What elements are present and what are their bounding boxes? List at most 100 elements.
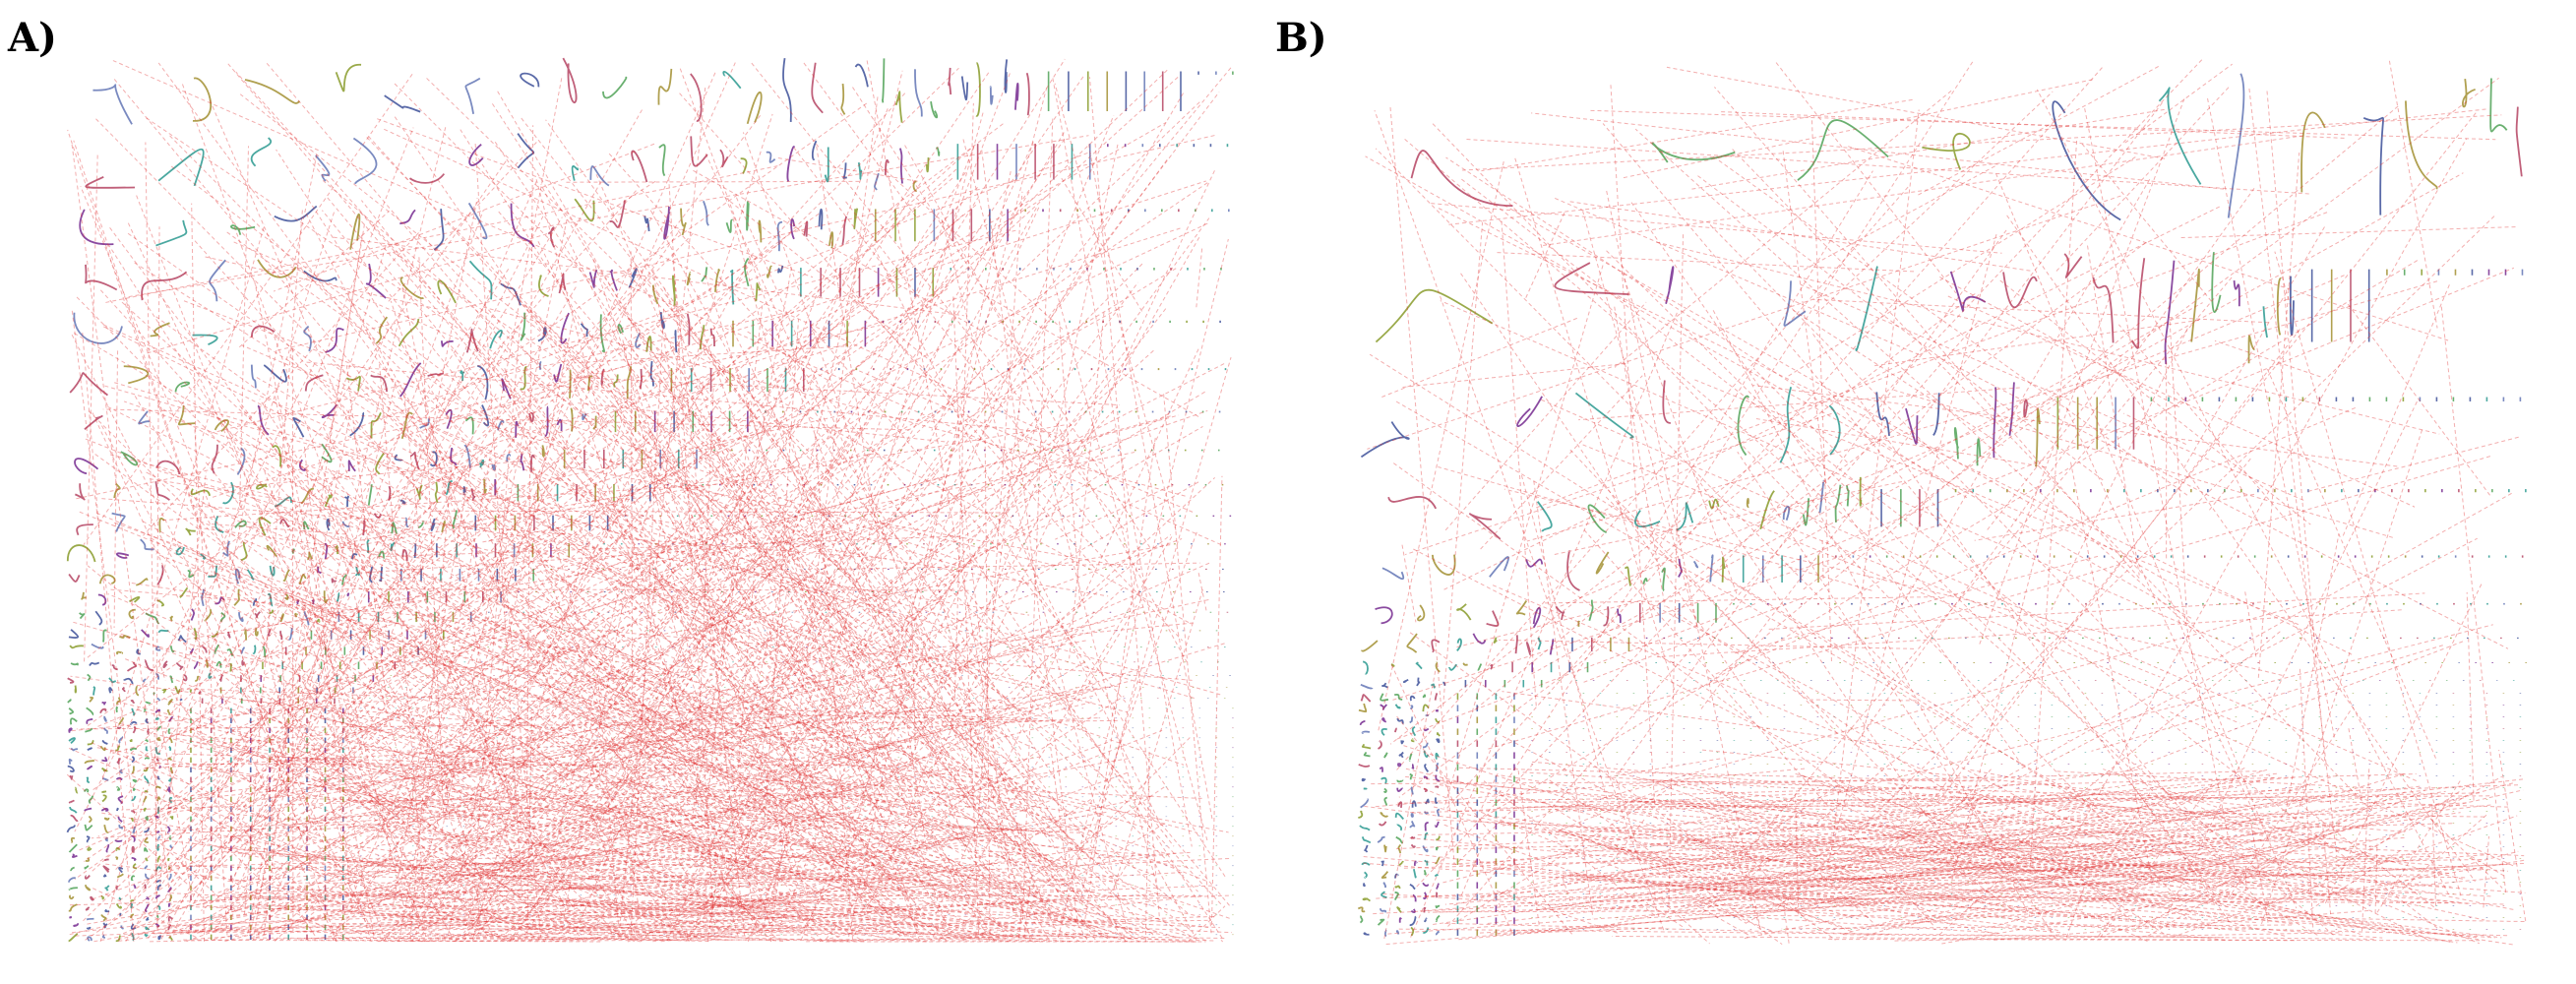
curve: [155, 460, 181, 475]
curve: [120, 925, 124, 930]
curve: [558, 273, 567, 294]
curve: [935, 147, 941, 156]
curve: [145, 612, 159, 625]
curve: [244, 79, 301, 104]
curve: [547, 226, 555, 248]
curve: [144, 659, 154, 671]
curve: [132, 826, 136, 833]
curve: [190, 488, 211, 497]
curve: [117, 795, 124, 805]
curve: [560, 312, 570, 344]
curve: [218, 674, 223, 682]
curve: [123, 677, 134, 685]
curve: [169, 767, 174, 774]
curve: [192, 77, 213, 122]
curve: [517, 133, 535, 169]
curve: [154, 894, 160, 899]
curve: [366, 539, 370, 554]
curve: [114, 839, 123, 843]
curve: [367, 484, 373, 506]
curve: [157, 148, 205, 187]
curve: [419, 418, 430, 429]
curve: [686, 313, 691, 345]
curve: [241, 659, 245, 666]
link-line: [931, 67, 1232, 431]
curve: [298, 574, 307, 585]
link-line: [608, 933, 863, 943]
curve: [427, 372, 445, 377]
curve: [434, 481, 439, 504]
curve: [144, 827, 151, 833]
curve: [177, 405, 196, 426]
curve: [331, 578, 337, 584]
curve: [156, 796, 161, 802]
curve: [84, 824, 93, 831]
link-line: [150, 537, 319, 646]
curve: [105, 844, 110, 853]
curve: [141, 271, 188, 301]
curve: [362, 520, 366, 536]
curve: [450, 447, 458, 466]
curve: [132, 725, 137, 734]
curve: [399, 499, 406, 505]
curve: [287, 627, 293, 641]
curve: [70, 662, 79, 666]
curve: [378, 550, 385, 560]
curve: [1859, 476, 1863, 507]
link-line: [679, 92, 1096, 569]
curve: [571, 165, 580, 181]
curve: [83, 788, 90, 793]
curve: [501, 378, 512, 400]
curve: [470, 488, 476, 501]
curve: [98, 574, 116, 584]
curve: [766, 265, 773, 278]
link-line: [96, 747, 1141, 932]
curve: [116, 758, 121, 765]
curve: [175, 546, 185, 556]
link-line: [972, 849, 1048, 856]
curve: [279, 630, 283, 641]
curve: [118, 825, 124, 830]
curve: [464, 416, 474, 435]
curve: [1422, 694, 1426, 699]
curve: [168, 737, 173, 744]
curve: [102, 865, 110, 874]
curve: [131, 766, 135, 774]
curve: [234, 520, 247, 528]
curve: [351, 553, 358, 560]
curve: [284, 593, 289, 600]
curve: [167, 708, 171, 715]
curve: [131, 856, 137, 861]
curve: [144, 884, 148, 890]
curve: [104, 858, 109, 861]
curve: [292, 417, 305, 438]
curve: [116, 726, 122, 730]
curve: [445, 480, 453, 496]
curve: [131, 817, 135, 823]
curve: [192, 334, 218, 346]
curve: [187, 570, 195, 579]
curve: [162, 660, 168, 668]
curve: [369, 566, 374, 584]
curve: [326, 518, 331, 531]
curve: [914, 69, 923, 117]
curve: [119, 912, 122, 916]
curve: [201, 588, 205, 607]
curve: [68, 799, 75, 804]
curve: [215, 596, 225, 605]
curve: [115, 706, 118, 712]
curve: [144, 903, 150, 913]
curve: [155, 758, 159, 762]
curve: [491, 463, 496, 471]
link-line: [327, 468, 830, 665]
curve: [144, 815, 149, 822]
curve: [626, 366, 633, 400]
curve: [200, 553, 207, 560]
curve: [157, 935, 161, 941]
curve: [975, 62, 981, 117]
curve: [570, 407, 574, 432]
curve: [130, 913, 135, 919]
curve: [226, 648, 234, 657]
curve: [132, 787, 137, 792]
